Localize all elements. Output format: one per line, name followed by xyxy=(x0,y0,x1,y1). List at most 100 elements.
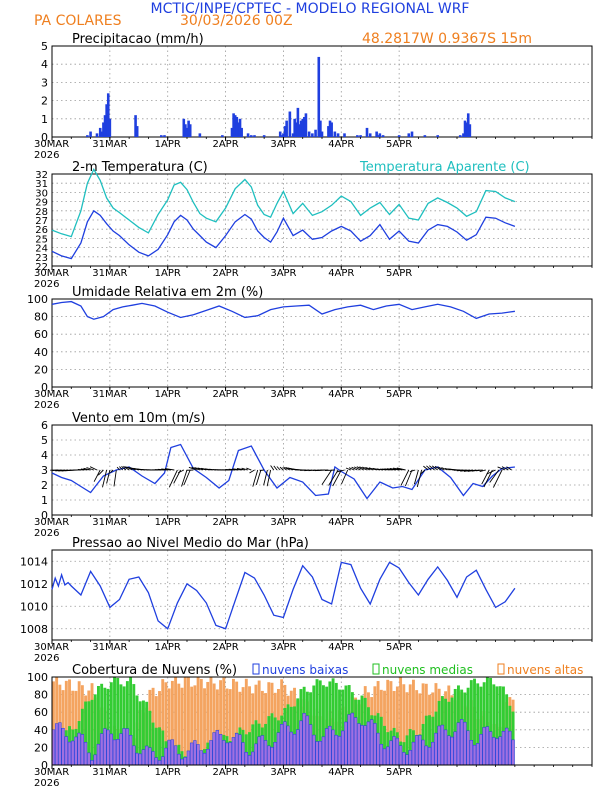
cloud-low-bar xyxy=(440,724,445,766)
cloud-high-bar xyxy=(241,687,245,765)
cloud-low-bar xyxy=(90,760,94,766)
cloud-low-bar xyxy=(180,758,184,766)
wind-vector xyxy=(416,469,423,488)
cloud-mid-bar xyxy=(251,724,255,765)
panel-frame xyxy=(51,45,593,138)
x-tick-label: 4APR xyxy=(328,517,354,528)
wind-vector xyxy=(246,467,252,471)
cloud-low-bar xyxy=(389,740,393,766)
wind-vector xyxy=(336,469,345,473)
cloud-low-bar xyxy=(93,754,97,766)
cloud-low-bar xyxy=(189,742,194,766)
cloud-mid-bar xyxy=(325,686,329,765)
cloud-low-bar xyxy=(360,725,364,766)
wind-vector xyxy=(249,469,255,474)
cloud-high-bar xyxy=(187,677,190,765)
cloud-low-bar xyxy=(476,743,480,766)
cloud-low-bar xyxy=(132,745,136,766)
precip-bar xyxy=(102,122,105,137)
y-tick-label: 1 xyxy=(41,494,48,507)
wind-vector xyxy=(419,469,426,475)
wind-vector xyxy=(113,469,117,487)
cloud-mid-bar xyxy=(511,711,515,765)
precip-bar xyxy=(188,124,192,137)
cloud-low-bar xyxy=(116,739,120,766)
cloud-low-bar xyxy=(315,741,319,766)
cloud-high-bar xyxy=(412,679,415,765)
y-tick-label: 80 xyxy=(34,689,48,702)
cloud-low-bar xyxy=(408,750,412,766)
cloud-low-bar xyxy=(238,734,242,766)
cloud-high-bar xyxy=(167,688,171,765)
y-tick-label: 20 xyxy=(34,741,48,754)
wind-vector xyxy=(386,468,396,471)
cloud-mid-bar xyxy=(489,677,493,765)
precip-bar xyxy=(327,126,330,137)
cloud-mid-bar xyxy=(119,684,123,765)
y-tick-label: 31 xyxy=(35,179,48,190)
wind-vector xyxy=(228,468,239,471)
cloud-mid-bar xyxy=(122,686,126,765)
cloud-low-bar xyxy=(212,732,216,766)
cloud-high-bar xyxy=(170,680,174,765)
cloud-low-bar xyxy=(347,714,351,766)
precip-bar xyxy=(303,116,306,137)
cloud-low-bar xyxy=(324,728,329,766)
x-tick-label: 1APR xyxy=(155,389,181,400)
x-tick-label: 3APR xyxy=(270,642,296,653)
cloud-low-bar xyxy=(353,717,358,766)
y-tick-label: 4 xyxy=(41,58,48,71)
y-tick-label: 28 xyxy=(35,207,48,218)
y-tick-label: 3 xyxy=(41,464,48,477)
cloud-low-bar xyxy=(286,725,290,766)
precip-bar xyxy=(182,118,186,137)
cloud-low-bar xyxy=(260,735,265,766)
cloud-low-bar xyxy=(392,736,396,766)
precip-bar xyxy=(328,120,332,137)
cloud-low-bar xyxy=(99,733,104,766)
x-tick-label: 30MAR xyxy=(34,517,69,528)
cloud-low-bar xyxy=(424,745,429,766)
cloud-low-bar xyxy=(135,752,139,766)
cloud-low-bar xyxy=(427,747,432,766)
x-year-label: 2026 xyxy=(34,150,59,161)
precip-bar xyxy=(436,135,440,137)
cloud-low-bar xyxy=(308,724,313,766)
cloud-mid-bar xyxy=(273,717,277,765)
cloud-low-bar xyxy=(501,731,506,766)
wind-vector xyxy=(263,469,268,486)
cloud-low-bar xyxy=(234,732,239,766)
x-tick-label: 2APR xyxy=(212,767,238,778)
cloud-mid-bar xyxy=(145,701,149,765)
cloud-high-bar xyxy=(193,685,197,765)
wind-vector xyxy=(181,469,188,487)
x-tick-label: 3APR xyxy=(270,389,296,400)
clouds-panel: 0 20 40 60 80 100 30MAR 31MAR 1APR 2APR 3APR 4APR 5A… xyxy=(27,663,593,789)
cloud-low-bar xyxy=(447,735,451,766)
precip-bar xyxy=(381,135,385,137)
cloud-high-bar xyxy=(405,692,409,765)
wind-vector xyxy=(362,466,371,471)
cloud-mid-bar xyxy=(476,683,480,765)
wind-vector xyxy=(345,467,352,471)
precip-bar xyxy=(185,127,189,137)
cloud-low-bar xyxy=(341,730,345,766)
cloud-low-bar xyxy=(386,746,390,766)
x-tick-label: 5APR xyxy=(386,389,412,400)
cloud-mid-bar xyxy=(129,677,133,765)
precip-bar xyxy=(135,126,139,137)
precip-bar xyxy=(221,135,224,137)
precip-bar xyxy=(278,131,282,137)
precip-bar xyxy=(98,127,102,137)
x-tick-label: 1APR xyxy=(155,767,181,778)
cloud-low-bar xyxy=(254,743,258,766)
cloud-low-bar xyxy=(122,728,126,766)
cloud-low-bar xyxy=(228,742,232,766)
legend-swatch xyxy=(497,663,505,675)
header-title: MCTIC/INPE/CPTEC - MODELO REGIONAL WRF xyxy=(151,1,470,17)
cloud-high-bar xyxy=(74,690,78,765)
precip-bar xyxy=(262,135,266,137)
x-tick-label: 31MAR xyxy=(92,139,127,150)
wind-vector xyxy=(77,469,85,471)
y-tick-label: 40 xyxy=(34,724,48,737)
